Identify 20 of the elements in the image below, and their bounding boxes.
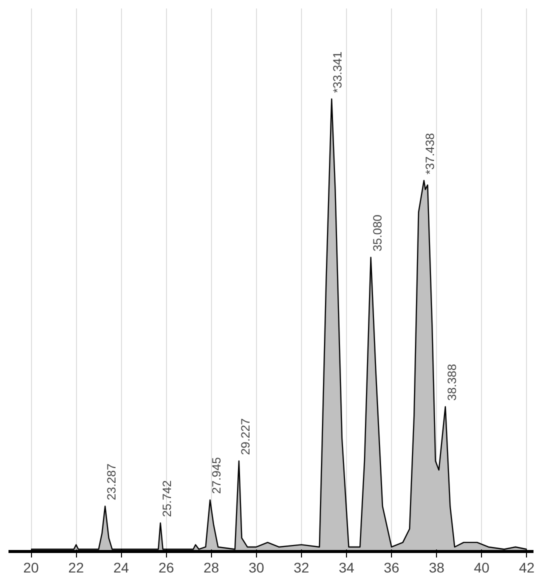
x-tick-label: 36 (384, 560, 400, 575)
x-tick-label: 42 (518, 560, 535, 575)
annotation: 29.227 (238, 418, 252, 455)
annotation: 35.080 (370, 214, 384, 252)
x-tick-label: 26 (158, 560, 174, 575)
x-tick-label: 34 (338, 560, 354, 575)
x-tick-label: 28 (204, 560, 220, 575)
annotation: 27.945 (210, 456, 224, 494)
annotation: 25.742 (160, 480, 174, 517)
x-tick-label: 20 (23, 560, 40, 575)
x-tick-label: 38 (428, 560, 445, 575)
annotation: *33.341 (330, 51, 345, 93)
x-tick-label: 30 (248, 560, 264, 575)
x-tick-label: 32 (294, 560, 310, 575)
x-tick-label: 24 (113, 560, 130, 575)
annotation: 23.287 (104, 463, 119, 500)
annotation: *37.438 (422, 132, 437, 174)
annotation: 38.388 (444, 364, 459, 401)
x-tick-label: 40 (474, 560, 490, 575)
x-tick-label: 22 (68, 560, 84, 575)
